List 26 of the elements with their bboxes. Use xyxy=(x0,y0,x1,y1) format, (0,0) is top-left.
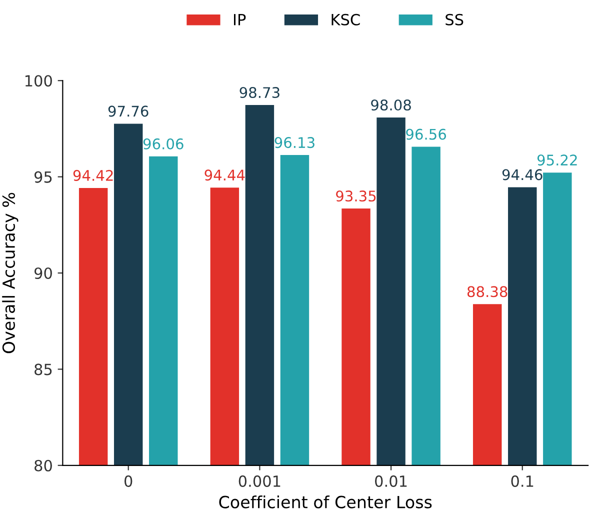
legend-label: KSC xyxy=(332,14,360,26)
data-label: 94.46 xyxy=(502,169,542,180)
y-tick-label: 100 xyxy=(25,75,52,87)
x-tick-label: 0.01 xyxy=(375,475,407,487)
data-label: 98.08 xyxy=(371,100,411,111)
x-axis-title: Coefficient of Center Loss xyxy=(219,495,432,508)
data-label: 93.35 xyxy=(336,190,376,202)
y-tick-label: 95 xyxy=(34,171,52,183)
y-tick-label: 90 xyxy=(34,267,52,280)
data-label: 96.56 xyxy=(406,128,446,140)
y-axis-title: Overall Accuracy % xyxy=(2,192,18,354)
data-label: 88.38 xyxy=(467,286,508,298)
data-label: 96.06 xyxy=(143,138,184,150)
y-tick-label: 80 xyxy=(34,460,52,472)
legend-label: IP xyxy=(234,14,246,26)
data-label: 94.44 xyxy=(204,170,245,181)
legend-label: SS xyxy=(446,14,464,26)
x-tick-label: 0.001 xyxy=(238,475,280,487)
x-tick-label: 0 xyxy=(124,475,132,487)
data-label: 95.22 xyxy=(537,154,577,166)
data-label: 96.13 xyxy=(274,137,314,148)
data-label: 98.73 xyxy=(240,87,280,98)
data-label: 94.42 xyxy=(73,170,113,181)
x-tick-label: 0.1 xyxy=(511,475,534,487)
data-label: 97.76 xyxy=(108,106,148,117)
y-tick-label: 85 xyxy=(34,364,52,376)
